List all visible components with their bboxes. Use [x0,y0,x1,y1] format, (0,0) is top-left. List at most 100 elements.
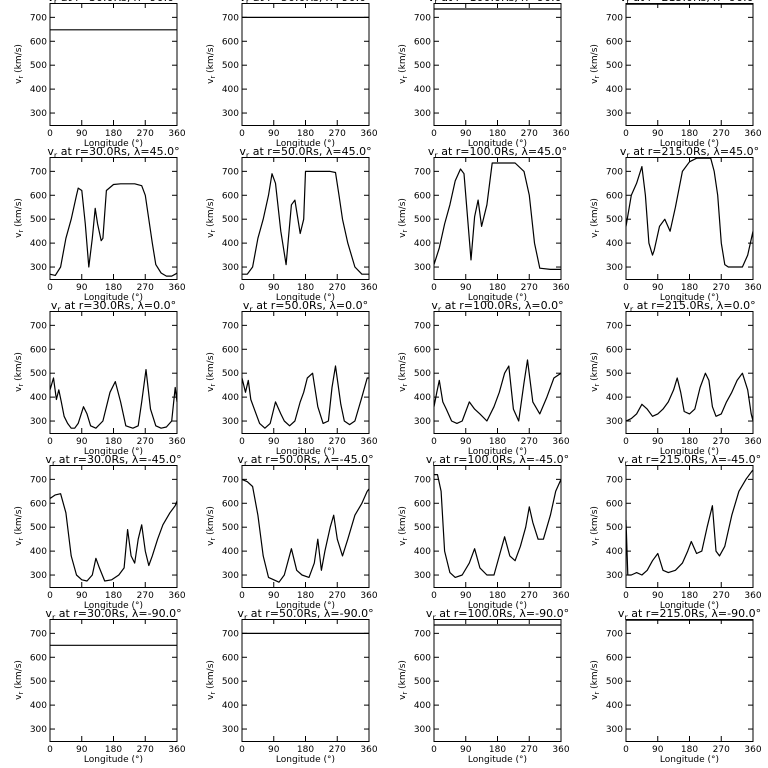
x-tick-label: 90 [268,745,280,755]
x-tick-label: 90 [76,437,88,447]
panel-title: vr at r=215.0Rs, λ=0.0° [623,299,755,314]
x-tick-label: 360 [360,437,377,447]
x-tick-label: 180 [105,129,122,139]
series-line [241,365,369,429]
y-tick-label: 600 [222,653,239,663]
y-tick-label: 300 [30,263,47,273]
plot-frame [241,619,370,742]
y-tick-label: 400 [414,547,431,557]
y-axis-label: vr (km/s) [206,198,217,238]
panel-title: vr at r=100.0Rs, λ=0.0° [431,299,563,314]
x-tick-label: 0 [431,437,437,447]
y-tick-label: 600 [222,345,239,355]
y-tick-label: 300 [606,571,623,581]
y-tick-label: 500 [414,523,431,533]
plot-frame [433,465,562,588]
x-tick-label: 270 [713,437,730,447]
x-tick-label: 180 [681,745,698,755]
x-tick-label: 0 [47,283,53,293]
x-tick-label: 0 [239,745,245,755]
panel-4-1: vr at r=50.0Rs, λ=-90.0° 0 90 180 270 360 300 4… [206,607,378,765]
x-tick-label: 90 [460,437,472,447]
y-tick-label: 500 [606,215,623,225]
panel-title: vr at r=100.0Rs, λ=-90.0° [426,607,569,622]
x-tick-label: 180 [681,591,698,601]
y-tick-label: 600 [30,653,47,663]
y-tick-label: 500 [606,523,623,533]
y-tick-label: 500 [606,677,623,687]
y-tick-label: 400 [606,393,623,403]
x-axis-label: Longitude (°) [84,139,143,149]
y-tick-label: 500 [30,369,47,379]
plot-frame [49,3,178,126]
panel-2-0: vr at r=30.0Rs, λ=0.0° 0 90 180 270 360 300 400… [14,299,186,457]
y-axis-label: vr (km/s) [14,44,25,84]
x-tick-label: 0 [623,437,629,447]
y-tick-label: 500 [30,215,47,225]
x-tick-label: 270 [521,129,538,139]
x-tick-label: 0 [47,745,53,755]
plot-frame [433,157,562,280]
series-line [242,170,369,275]
y-tick-label: 300 [30,417,47,427]
panel-4-3: vr at r=215.0Rs, λ=-90.0° 0 90 180 270 360 300… [590,607,762,765]
y-tick-label: 600 [606,345,623,355]
panel-title: vr at r=30.0Rs, λ=0.0° [51,299,176,314]
x-axis-label: Longitude (°) [468,293,527,303]
x-tick-label: 0 [47,129,53,139]
y-tick-label: 700 [414,167,431,177]
y-tick-label: 500 [414,369,431,379]
panel-4-2: vr at r=100.0Rs, λ=-90.0° 0 90 180 270 360 300… [398,607,570,765]
y-tick-label: 600 [222,37,239,47]
x-tick-label: 180 [489,591,506,601]
y-tick-label: 300 [222,725,239,735]
x-tick-label: 360 [744,745,761,755]
y-tick-label: 500 [606,369,623,379]
y-tick-label: 700 [414,475,431,485]
x-tick-label: 360 [744,283,761,293]
x-tick-label: 0 [623,129,629,139]
x-tick-label: 90 [76,745,88,755]
x-tick-label: 0 [431,129,437,139]
x-tick-label: 90 [268,437,280,447]
panel-0-3: vr at r=215.0Rs, λ=90.0°0901802703603004… [590,0,762,149]
panel-3-2: vr at r=100.0Rs, λ=-45.0° 0 90 180 270 360 300… [398,453,570,611]
x-tick-label: 360 [360,591,377,601]
y-tick-label: 300 [30,725,47,735]
series-line [49,369,178,429]
plot-frame [241,311,370,434]
y-tick-label: 600 [30,37,47,47]
x-axis-label: Longitude (°) [468,755,527,765]
y-tick-label: 300 [222,263,239,273]
y-axis-label: vr (km/s) [590,660,601,700]
x-tick-label: 270 [329,129,346,139]
x-tick-label: 180 [297,745,314,755]
y-axis-label: vr (km/s) [206,660,217,700]
y-axis-label: vr (km/s) [398,660,409,700]
plot-frame [49,311,178,434]
y-tick-label: 700 [30,167,47,177]
y-tick-label: 600 [606,37,623,47]
y-axis-label: vr (km/s) [14,660,25,700]
x-tick-label: 180 [489,745,506,755]
y-tick-label: 500 [30,677,47,687]
y-axis-label: vr (km/s) [398,198,409,238]
panel-1-1: vr at r=50.0Rs, λ=45.0° 0 90 180 270 360 300 40… [206,145,378,303]
x-axis-label: Longitude (°) [84,755,143,765]
x-tick-label: 360 [168,745,185,755]
y-axis-label: vr (km/s) [206,352,217,392]
x-tick-label: 90 [268,591,280,601]
y-tick-label: 600 [606,653,623,663]
y-axis-label: vr (km/s) [206,44,217,84]
x-tick-label: 0 [623,283,629,293]
x-tick-label: 90 [76,591,88,601]
y-tick-label: 700 [414,13,431,23]
x-axis-label: Longitude (°) [276,139,335,149]
y-tick-label: 500 [414,61,431,71]
x-tick-label: 270 [713,283,730,293]
y-tick-label: 400 [414,701,431,711]
y-axis-label: vr (km/s) [206,506,217,546]
x-tick-label: 0 [239,591,245,601]
y-tick-label: 600 [414,345,431,355]
panel-title: vr at r=30.0Rs, λ=45.0° [47,145,179,160]
